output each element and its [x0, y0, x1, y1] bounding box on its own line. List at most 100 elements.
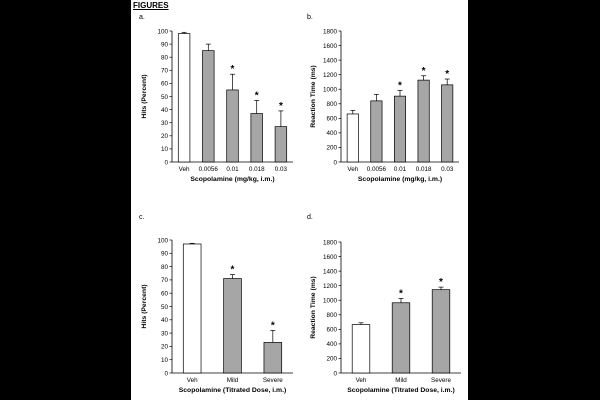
significance-marker: * [422, 66, 426, 77]
x-tick-label: 0.0056 [367, 166, 387, 173]
y-tick-label: 90 [161, 251, 169, 258]
x-tick-label: Mild [395, 377, 407, 384]
y-tick-label: 50 [161, 94, 169, 101]
bar [346, 113, 359, 163]
x-tick-label: Veh [187, 377, 198, 384]
x-axis-title: Scopolamine (mg/kg, i.m.) [358, 176, 442, 183]
significance-marker: * [445, 69, 449, 80]
y-tick-label: 10 [161, 146, 169, 153]
y-axis-title: Reaction Time (ms) [310, 276, 317, 339]
x-axis-title: Scopolamine (Titrated Dose, i.m.) [347, 387, 455, 394]
x-tick-label: 0.01 [226, 166, 239, 173]
figure-page: FIGURES a. 0 10 20 30 40 50 60 70 80 90 100 Veh 0.005… [131, 0, 468, 400]
bar [441, 84, 454, 163]
x-tick-label: Severe [263, 377, 283, 384]
bar [226, 89, 239, 163]
significance-marker: * [231, 265, 235, 276]
y-tick-label: 20 [161, 344, 169, 351]
bar [223, 278, 242, 374]
y-axis-title: Reaction Time (ms) [310, 65, 317, 128]
x-tick-label: 0.018 [249, 166, 265, 173]
panel-b-chart: b. 0 200 400 600 800 1000 1200 1400 1600 1800 Veh 0.… [307, 14, 459, 183]
y-tick-label: 70 [161, 277, 169, 284]
panel-a-chart: a. 0 10 20 30 40 50 60 70 80 90 100 Veh 0.0056 * 0.01 * 0… [139, 14, 293, 183]
x-tick-label: 0.0056 [199, 166, 219, 173]
y-tick-label: 100 [157, 28, 168, 35]
bar [417, 79, 430, 163]
bar [393, 95, 407, 163]
y-tick-label: 0 [164, 159, 168, 166]
y-tick-label: 1600 [323, 43, 338, 50]
x-tick-label: Veh [347, 166, 358, 173]
y-tick-label: 80 [161, 55, 169, 62]
y-tick-label: 200 [326, 145, 337, 152]
y-tick-label: 0 [333, 370, 337, 377]
x-tick-label: 0.03 [441, 166, 454, 173]
x-tick-label: 0.018 [416, 166, 432, 173]
bar [177, 33, 191, 163]
y-tick-label: 200 [326, 356, 337, 363]
panel-label: d. [307, 214, 313, 221]
y-axis-title: Hits (Percent) [141, 74, 148, 118]
y-tick-label: 1000 [323, 87, 338, 94]
x-tick-label: Veh [356, 377, 367, 384]
panel-label: b. [307, 14, 313, 21]
x-tick-label: 0.01 [394, 166, 407, 173]
bar [431, 289, 451, 374]
y-tick-label: 20 [161, 133, 169, 140]
panel-label: c. [139, 214, 145, 221]
y-tick-label: 50 [161, 304, 169, 311]
x-axis-title: Scopolamine (mg/kg, i.m.) [190, 176, 274, 183]
y-tick-label: 0 [333, 159, 337, 166]
significance-marker: * [399, 288, 403, 299]
y-tick-label: 600 [326, 327, 337, 334]
y-axis-title: Hits (Percent) [141, 284, 148, 328]
panel-d-chart: d. 0 200 400 600 800 1000 1200 1400 1600 1800 Veh * M… [307, 214, 461, 394]
bar [263, 342, 283, 374]
significance-marker: * [231, 64, 235, 75]
significance-marker: * [279, 101, 283, 112]
x-axis-title: Scopolamine (Titrated Dose, i.m.) [179, 387, 287, 394]
bar [202, 50, 215, 163]
y-tick-label: 1800 [323, 239, 338, 246]
y-tick-label: 1200 [323, 283, 338, 290]
y-tick-label: 90 [161, 41, 169, 48]
bar [391, 302, 411, 374]
significance-marker: * [398, 80, 402, 91]
y-tick-label: 800 [326, 312, 337, 319]
y-tick-label: 40 [161, 107, 169, 114]
x-tick-label: Severe [431, 377, 451, 384]
y-tick-label: 1400 [323, 268, 338, 275]
y-tick-label: 40 [161, 317, 169, 324]
y-tick-label: 10 [161, 357, 169, 364]
bar [182, 243, 202, 374]
significance-marker: * [439, 277, 443, 288]
y-tick-label: 100 [157, 237, 168, 244]
y-tick-label: 30 [161, 330, 169, 337]
panel-label: a. [139, 14, 145, 21]
y-tick-label: 1400 [323, 57, 338, 64]
y-tick-label: 0 [164, 370, 168, 377]
significance-marker: * [255, 90, 259, 101]
y-tick-label: 600 [326, 116, 337, 123]
y-tick-label: 1200 [323, 72, 338, 79]
bar [274, 126, 288, 163]
y-tick-label: 60 [161, 291, 169, 298]
y-tick-label: 1000 [323, 298, 338, 305]
significance-marker: * [271, 320, 275, 331]
panel-c-chart: c. 0 10 20 30 40 50 60 70 80 90 100 Veh * Mild * Severe S… [139, 214, 293, 394]
bar [351, 324, 371, 374]
bar [250, 113, 263, 163]
y-tick-label: 400 [326, 130, 337, 137]
x-tick-label: Mild [227, 377, 239, 384]
y-tick-label: 70 [161, 68, 169, 75]
x-tick-label: 0.03 [275, 166, 288, 173]
figures-title: FIGURES [133, 1, 169, 10]
y-tick-label: 800 [326, 101, 337, 108]
y-tick-label: 60 [161, 81, 169, 88]
y-tick-label: 1600 [323, 254, 338, 261]
y-tick-label: 400 [326, 341, 337, 348]
bar [370, 100, 383, 163]
y-tick-label: 30 [161, 120, 169, 127]
x-tick-label: Veh [179, 166, 190, 173]
